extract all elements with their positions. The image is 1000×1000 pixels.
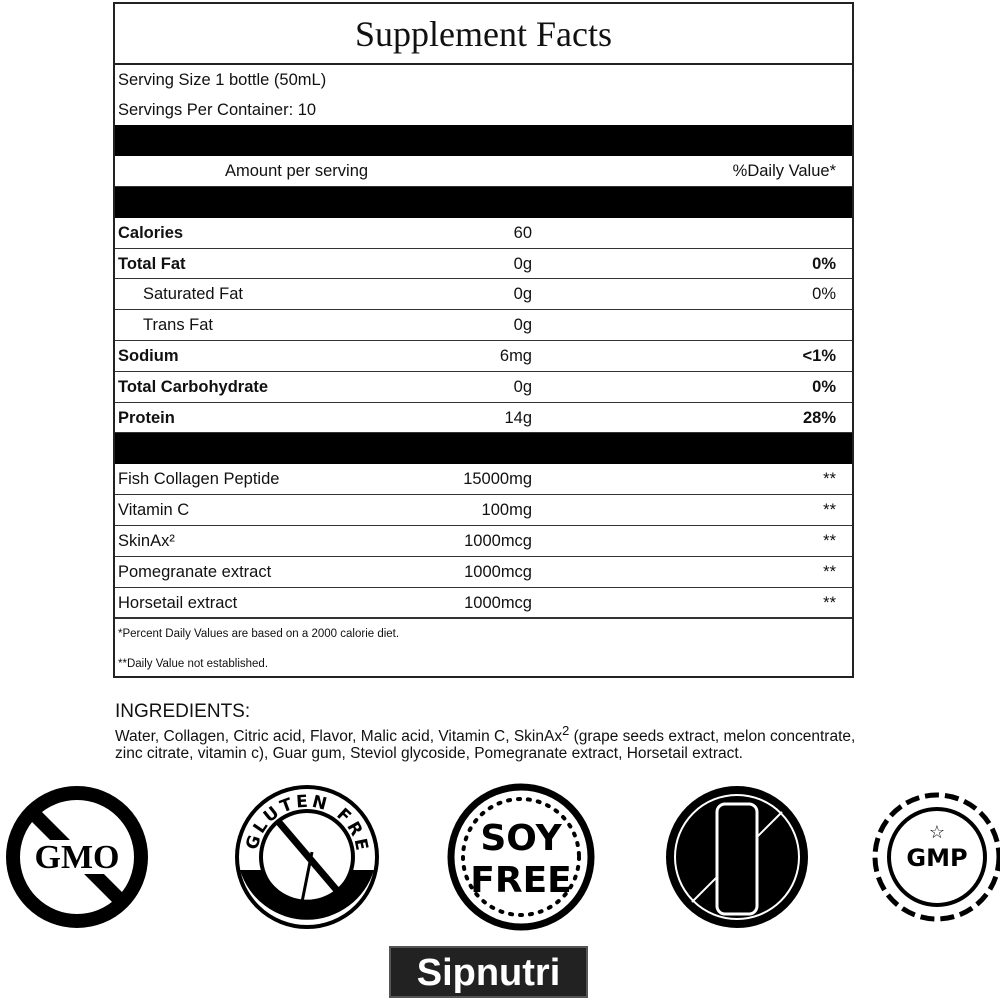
footnote-daily-values: *Percent Daily Values are based on a 200… (118, 628, 400, 641)
row-name: Vitamin C (118, 501, 190, 520)
row-daily-value: ** (823, 593, 836, 612)
row-amount: 0g (513, 285, 532, 304)
gluten-free-icon: GLUTEN FREE (232, 782, 379, 929)
svg-text:SOY: SOY (480, 818, 562, 859)
ingredients-heading: INGREDIENTS: (115, 701, 251, 722)
row-name: Protein (118, 408, 175, 427)
superscript: 2 (562, 723, 570, 738)
ingredient-list: Fish Collagen Peptide 15000mg ** Vitamin C 1… (115, 464, 852, 619)
amount-header: Amount per serving (225, 162, 369, 180)
row-name: Horsetail extract (118, 593, 238, 612)
brand-logo: Sipnutri (389, 946, 588, 998)
divider-bar (115, 186, 852, 218)
row-daily-value: <1% (802, 346, 836, 365)
divider-bar (115, 433, 852, 465)
row-name: Saturated Fat (143, 285, 243, 304)
no-gmo-icon: GMO (6, 786, 148, 928)
serving-info: Serving Size 1 bottle (50mL) Servings Pe… (115, 65, 852, 125)
row-amount: 0g (513, 254, 532, 273)
ingredients-text: Water, Collagen, Citric acid, Flavor, Ma… (115, 722, 875, 762)
row-name: Total Fat (118, 254, 186, 273)
svg-text:FREE: FREE (470, 860, 572, 901)
badge-text: GMP (906, 844, 967, 872)
badge-text: GMO (35, 839, 120, 876)
row-amount: 100mg (481, 501, 532, 520)
footnotes: *Percent Daily Values are based on a 200… (115, 618, 852, 679)
row-name: Fish Collagen Peptide (118, 470, 280, 489)
nutrient-row: Total Carbohydrate 0g 0% (115, 372, 852, 403)
row-amount: 14g (504, 408, 532, 427)
nutrient-row: Calories 60 (115, 218, 852, 249)
serving-size: Serving Size 1 bottle (50mL) (118, 71, 327, 89)
ingredient-row: SkinAx² 1000mcg ** (115, 526, 852, 557)
ingredient-row: Horsetail extract 1000mcg ** (115, 588, 852, 619)
dairy-free-icon (666, 786, 808, 928)
row-name: Sodium (118, 346, 179, 365)
ingredients-text-part: Water, Collagen, Citric acid, Flavor, Ma… (115, 728, 563, 746)
footnote-not-established: **Daily Value not established. (118, 658, 269, 671)
gmp-icon: GMP ☆ (872, 792, 1000, 922)
row-name: SkinAx² (118, 531, 175, 550)
ingredients-text-part: (grape seeds extract, melon concentrate,… (115, 728, 856, 763)
servings-per-container: Servings Per Container: 10 (118, 101, 317, 119)
row-amount: 60 (513, 223, 532, 242)
row-amount: 1000mcg (464, 531, 532, 550)
row-amount: 15000mg (463, 470, 532, 489)
row-name: Total Carbohydrate (118, 377, 269, 396)
soy-free-icon: SOY FREE (447, 783, 595, 931)
row-name: Pomegranate extract (118, 562, 272, 581)
row-daily-value: ** (823, 470, 836, 489)
row-daily-value: ** (823, 531, 836, 550)
nutrient-row: Saturated Fat 0g 0% (115, 279, 852, 311)
supplement-facts-panel: Supplement Facts Serving Size 1 bottle (… (113, 2, 854, 678)
column-header-row: Amount per serving %Daily Value* (115, 156, 852, 187)
row-daily-value: ** (823, 562, 836, 581)
divider-bar (115, 125, 852, 156)
ingredient-row: Fish Collagen Peptide 15000mg ** (115, 464, 852, 496)
row-amount: 1000mcg (464, 593, 532, 612)
row-name: Calories (118, 223, 184, 242)
row-daily-value: 0% (812, 254, 836, 273)
nutrient-row: Sodium 6mg <1% (115, 341, 852, 372)
ingredient-row: Vitamin C 100mg ** (115, 495, 852, 526)
nutrient-row: Protein 14g 28% (115, 403, 852, 434)
row-daily-value: 28% (802, 408, 836, 427)
svg-text:☆: ☆ (929, 822, 945, 842)
row-daily-value: 0% (812, 285, 836, 304)
nutrient-row: Total Fat 0g 0% (115, 249, 852, 280)
row-amount: 1000mcg (464, 562, 532, 581)
dv-header: %Daily Value* (732, 162, 836, 180)
row-name: Trans Fat (143, 316, 213, 335)
panel-title: Supplement Facts (115, 4, 852, 65)
row-daily-value: 0% (812, 377, 836, 396)
nutrient-list: Calories 60 Total Fat 0g 0% Saturated Fat 0g 0%… (115, 218, 852, 434)
row-daily-value: ** (823, 501, 836, 520)
row-amount: 6mg (499, 346, 532, 365)
row-amount: 0g (513, 316, 532, 335)
ingredients-section: INGREDIENTS: Water, Collagen, Citric aci… (115, 701, 875, 763)
nutrient-row: Trans Fat 0g (115, 310, 852, 341)
ingredient-row: Pomegranate extract 1000mcg ** (115, 557, 852, 588)
row-amount: 0g (513, 377, 532, 396)
